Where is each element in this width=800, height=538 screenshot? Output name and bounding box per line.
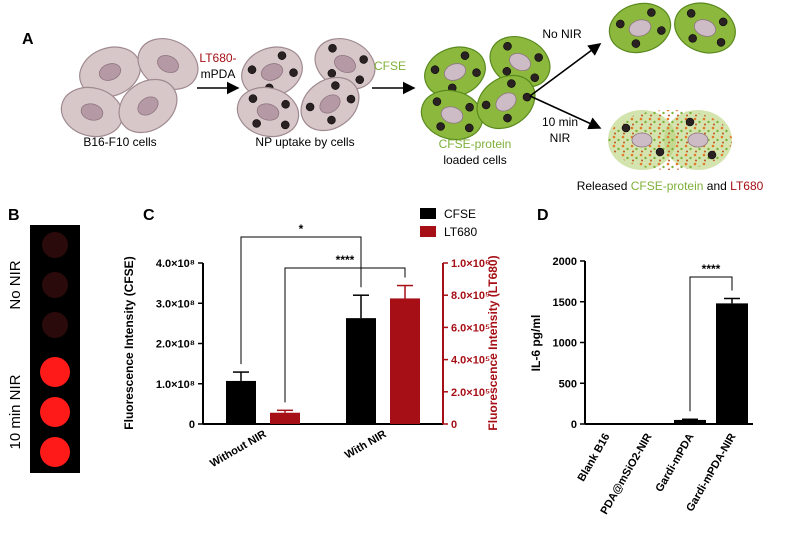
- well: [42, 272, 68, 298]
- y-tick-label: 1000: [553, 338, 577, 350]
- branch-label: NIR: [550, 131, 571, 145]
- x-tick-label: Without NIR: [208, 428, 268, 470]
- well: [40, 437, 70, 467]
- panel-b: B No NIR 10 min NIR: [7, 207, 80, 473]
- y-tick-label: 2000: [553, 256, 577, 268]
- caption: CFSE-protein: [439, 137, 512, 151]
- y-axis-title: IL-6 pg/ml: [529, 315, 543, 372]
- legend-label: CFSE: [444, 207, 476, 221]
- caption-part: CFSE-protein: [631, 179, 704, 193]
- y-tick-label: 3.0×10⁸: [156, 298, 195, 310]
- caption: Released CFSE-protein and LT680: [577, 179, 764, 193]
- nanoparticle: [685, 117, 695, 127]
- y-axis-title: Fluorescence Intensity (CFSE): [122, 256, 136, 429]
- y-tick-label: 1500: [553, 297, 577, 309]
- cell: [231, 80, 305, 144]
- well: [40, 357, 70, 387]
- y2-tick-label: 0: [451, 419, 457, 431]
- cell: [603, 0, 677, 60]
- y-tick-label: 2.0×10⁸: [156, 339, 195, 351]
- panel-label: D: [537, 207, 549, 224]
- legend-label: LT680: [444, 225, 477, 239]
- y2-tick-label: 8.0×10⁵: [451, 290, 490, 302]
- step-label: mPDA: [201, 67, 236, 81]
- x-tick-label: With NIR: [343, 428, 389, 461]
- panel-label: A: [22, 31, 34, 48]
- caption: NP uptake by cells: [255, 135, 354, 149]
- well: [40, 397, 70, 427]
- branch-label: 10 min: [542, 115, 578, 129]
- y-tick-label: 500: [559, 378, 577, 390]
- panel-a: A B16-F10 cells LT680- mPDA NP uptake by…: [22, 0, 764, 193]
- bar: [226, 380, 256, 424]
- nucleus: [631, 132, 653, 148]
- significance-label: ****: [702, 262, 721, 276]
- x-tick-label: Gardi-mPDA: [654, 431, 697, 494]
- y2-tick-label: 4.0×10⁵: [451, 355, 490, 367]
- legend-swatch: [420, 208, 436, 219]
- branch-label: No NIR: [542, 27, 582, 41]
- well-strip: [30, 225, 80, 473]
- well: [42, 312, 68, 338]
- nanoparticle: [621, 123, 631, 133]
- step-label: CFSE: [374, 59, 406, 73]
- bar: [390, 298, 420, 424]
- y-tick-label: 1.0×10⁸: [156, 379, 195, 391]
- cell: [667, 0, 743, 62]
- step-label: LT680-: [199, 51, 236, 65]
- arrow: [529, 43, 602, 97]
- row-label: 10 min NIR: [7, 374, 24, 449]
- y-tick-label: 0: [571, 419, 577, 431]
- nanoparticle: [655, 147, 665, 157]
- panel-label: C: [143, 207, 155, 224]
- legend-swatch: [420, 226, 436, 237]
- row-label: No NIR: [7, 260, 24, 309]
- y2-tick-label: 6.0×10⁵: [451, 322, 490, 334]
- y-tick-label: 0: [189, 419, 195, 431]
- y-tick-label: 4.0×10⁸: [156, 258, 195, 270]
- caption-part: and: [707, 179, 727, 193]
- bar: [716, 303, 748, 424]
- y2-tick-label: 2.0×10⁵: [451, 387, 490, 399]
- caption-part: Released: [577, 179, 628, 193]
- panel-label: B: [8, 207, 20, 224]
- caption: loaded cells: [443, 153, 506, 167]
- bar: [674, 419, 706, 424]
- well: [42, 232, 68, 258]
- significance-label: ****: [336, 253, 355, 267]
- significance-bracket: [240, 236, 362, 365]
- significance-bracket: [689, 276, 733, 412]
- caption-part: LT680: [730, 179, 763, 193]
- released-particles: [608, 110, 732, 170]
- nanoparticle: [707, 150, 717, 160]
- bar: [346, 318, 376, 424]
- y2-axis-title: Fluorescence Intensity (LT680): [486, 255, 500, 430]
- bar: [270, 412, 300, 424]
- caption: B16-F10 cells: [83, 135, 156, 149]
- significance-label: *: [299, 222, 304, 236]
- nucleus: [687, 132, 709, 148]
- x-tick-label: Blank B16: [576, 432, 613, 484]
- y2-tick-label: 1.0×10⁶: [451, 258, 490, 270]
- significance-bracket: [284, 267, 406, 403]
- arrow: [529, 95, 602, 130]
